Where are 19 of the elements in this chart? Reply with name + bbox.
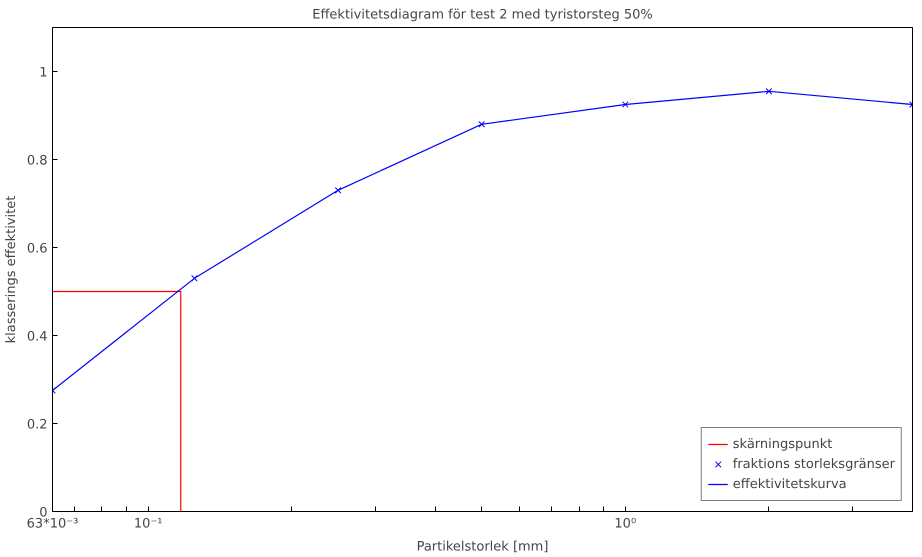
legend-label: fraktions storleksgränser	[732, 456, 895, 472]
y-axis-title: klasserings effektivitet	[4, 196, 19, 344]
y-tick-label: 0.8	[26, 154, 48, 168]
point	[478, 120, 486, 128]
chart-title: Effektivitetsdiagram för test 2 med tyristorsteg 50%	[312, 8, 653, 22]
x-tick-label: 10⁰	[614, 516, 636, 532]
legend-label: effektivitetskurva	[732, 476, 847, 492]
legend-label: skärningspunkt	[732, 436, 832, 452]
y-tick-label: 0.2	[26, 418, 48, 432]
y-tick-label: 0.6	[26, 242, 48, 256]
point	[622, 101, 629, 108]
y-tick-label: 0.4	[26, 330, 48, 344]
point	[191, 274, 198, 282]
x-axis-title: Partikelstorlek [mm]	[416, 540, 548, 554]
point	[766, 88, 772, 95]
x-tick-label: 63*10⁻³	[26, 516, 78, 532]
y-tick-label: 1	[39, 66, 48, 80]
point	[334, 186, 342, 194]
x-tick-label: 10⁻¹	[134, 516, 163, 532]
